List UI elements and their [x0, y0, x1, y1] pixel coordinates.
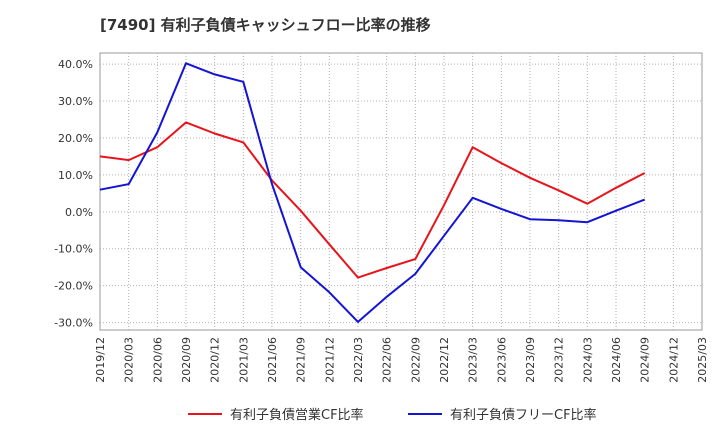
- legend-swatch-free-cf: [408, 412, 442, 415]
- series-line-free-cf: [99, 62, 646, 323]
- y-tick-label: 40.0%: [58, 58, 93, 71]
- legend-label-operating-cf: 有利子負債営業CF比率: [230, 408, 364, 423]
- x-tick-label: 2020/06: [151, 337, 164, 383]
- y-tick-label: 0.0%: [65, 206, 93, 219]
- chart-title: [7490] 有利子負債キャッシュフロー比率の推移: [100, 16, 431, 34]
- x-axis-tick-labels: 2019/12 2020/03 2020/06 2020/09 2020/12 2021/…: [94, 337, 709, 383]
- x-tick-label: 2019/12: [94, 337, 107, 383]
- x-tick-label: 2023/09: [524, 337, 537, 383]
- series-line-operating-cf: [99, 121, 646, 279]
- y-tick-label: -20.0%: [54, 280, 93, 293]
- x-tick-label: 2020/03: [123, 337, 136, 383]
- y-tick-label: -10.0%: [54, 243, 93, 256]
- x-tick-label: 2021/09: [295, 337, 308, 383]
- grid-lines: [100, 53, 702, 330]
- x-tick-label: 2024/03: [581, 337, 594, 383]
- x-tick-label: 2022/06: [381, 337, 394, 383]
- x-tick-label: 2023/03: [467, 337, 480, 383]
- x-tick-label: 2021/12: [323, 337, 336, 383]
- legend-item-operating-cf: 有利子負債営業CF比率: [188, 404, 364, 423]
- legend-swatch-operating-cf: [188, 412, 222, 415]
- x-tick-label: 2020/09: [180, 337, 193, 383]
- plot-area: [99, 52, 703, 331]
- x-tick-label: 2024/06: [610, 337, 623, 383]
- y-tick-label: -30.0%: [54, 317, 93, 330]
- y-tick-label: 10.0%: [58, 169, 93, 182]
- y-tick-label: 30.0%: [58, 95, 93, 108]
- series-lines: [99, 62, 646, 323]
- y-tick-label: 20.0%: [58, 132, 93, 145]
- x-tick-label: 2024/09: [639, 337, 652, 383]
- x-tick-label: 2022/09: [409, 337, 422, 383]
- x-tick-label: 2023/06: [495, 337, 508, 383]
- x-tick-label: 2022/12: [438, 337, 451, 383]
- legend: 有利子負債営業CF比率 有利子負債フリーCF比率: [0, 404, 720, 428]
- x-tick-label: 2021/03: [237, 337, 250, 383]
- x-tick-label: 2021/06: [266, 337, 279, 383]
- x-tick-label: 2020/12: [209, 337, 222, 383]
- legend-item-free-cf: 有利子負債フリーCF比率: [408, 404, 597, 423]
- y-axis-tick-labels: -30.0% -20.0% -10.0% 0.0% 10.0% 20.0% 30.0% 40.…: [54, 58, 93, 330]
- x-tick-label: 2025/03: [696, 337, 709, 383]
- x-tick-label: 2022/03: [352, 337, 365, 383]
- x-tick-label: 2024/12: [667, 337, 680, 383]
- x-tick-label: 2023/12: [553, 337, 566, 383]
- legend-label-free-cf: 有利子負債フリーCF比率: [450, 408, 597, 423]
